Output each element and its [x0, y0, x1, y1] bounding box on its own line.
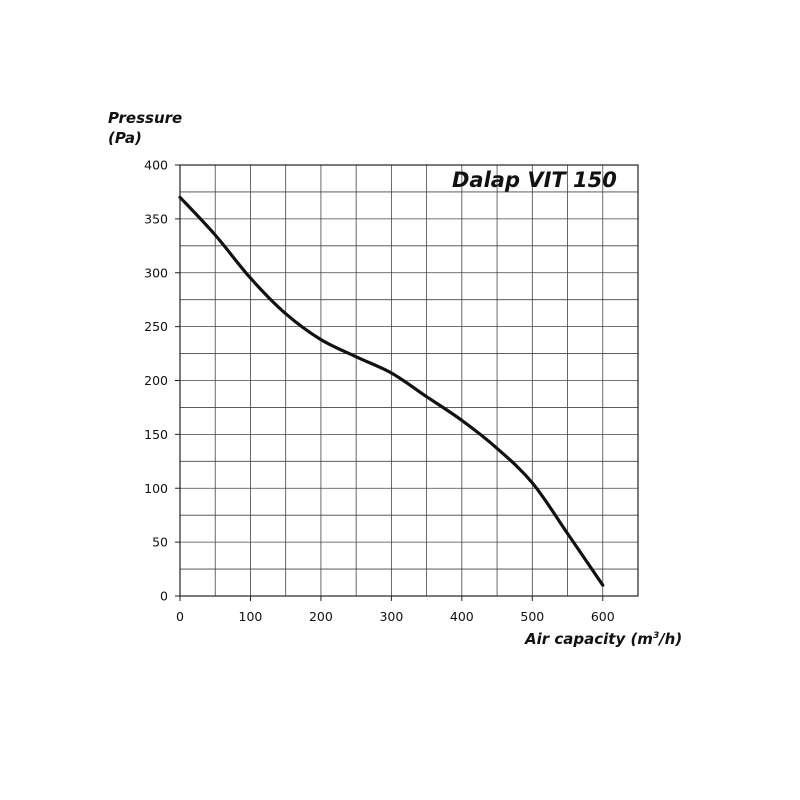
chart-title: Dalap VIT 150 [452, 168, 617, 192]
y-axis-label-line2: (Pa) [108, 129, 142, 147]
x-tick-label: 600 [591, 609, 615, 624]
x-axis-label-prefix: Air capacity (m [525, 630, 653, 648]
y-tick-label: 50 [152, 535, 168, 550]
grid-lines [180, 165, 638, 596]
x-tick-label: 300 [379, 609, 403, 624]
y-tick-label: 150 [144, 427, 168, 442]
y-tick-label: 0 [160, 589, 168, 604]
y-tick-label: 100 [144, 481, 168, 496]
x-tick-label: 200 [309, 609, 333, 624]
y-tick-labels: 0 50 100 150 200 250 300 350 400 [144, 158, 180, 604]
x-tick-label: 400 [450, 609, 474, 624]
y-axis-label-line1: Pressure [108, 109, 183, 127]
y-tick-label: 300 [144, 265, 168, 280]
x-tick-label: 500 [520, 609, 544, 624]
y-tick-label: 200 [144, 373, 168, 388]
series-line [178, 195, 605, 587]
y-tick-label: 250 [144, 319, 168, 334]
y-axis-label: Pressure (Pa) [108, 108, 182, 148]
x-tick-labels: 0 100 200 300 400 500 600 [176, 596, 615, 624]
y-tick-label: 400 [144, 158, 168, 173]
x-axis-label-superscript: 3 [652, 631, 660, 641]
y-tick-label: 350 [144, 211, 168, 226]
x-tick-label: 100 [239, 609, 263, 624]
x-axis-label: Air capacity (m3/h) [525, 630, 682, 648]
x-tick-label: 0 [176, 609, 184, 624]
x-axis-label-suffix: /h) [659, 630, 683, 648]
series-group [178, 195, 605, 587]
